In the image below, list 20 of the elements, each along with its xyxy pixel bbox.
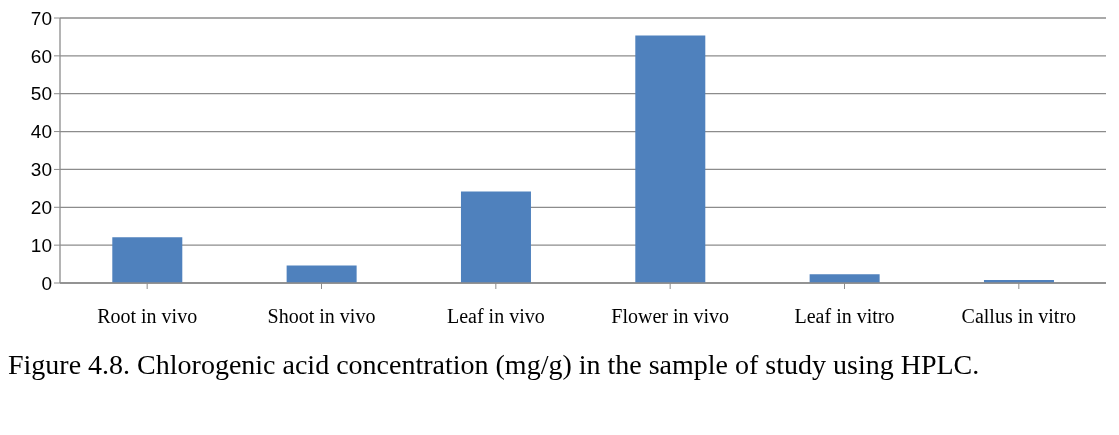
y-tick-label: 60: [30, 45, 52, 67]
bar: [635, 35, 706, 283]
bar: [112, 237, 183, 283]
bar: [286, 265, 357, 283]
y-tick-label: 70: [30, 7, 52, 29]
caption: Figure 4.8. Chlorogenic acid concentration (mg/g) in the sample of study using HPLC.: [8, 348, 981, 382]
y-tick-label: 0: [41, 272, 52, 294]
x-tick-label: Flower in vivo: [611, 305, 730, 328]
y-tick-label: 30: [30, 159, 52, 181]
bar: [460, 191, 531, 283]
x-tick-label: Leaf in vivo: [446, 305, 545, 328]
bar: [809, 274, 880, 283]
x-tick-label: Shoot in vivo: [267, 305, 376, 328]
x-tick-label: Callus in vitro: [961, 305, 1077, 328]
y-tick-label: 50: [30, 83, 52, 105]
y-tick-label: 40: [30, 121, 52, 143]
y-tick-label: 10: [30, 234, 52, 256]
y-tick-label: 20: [30, 197, 52, 219]
x-tick-label: Root in vivo: [97, 305, 198, 328]
x-tick-label: Leaf in vitro: [794, 305, 895, 328]
